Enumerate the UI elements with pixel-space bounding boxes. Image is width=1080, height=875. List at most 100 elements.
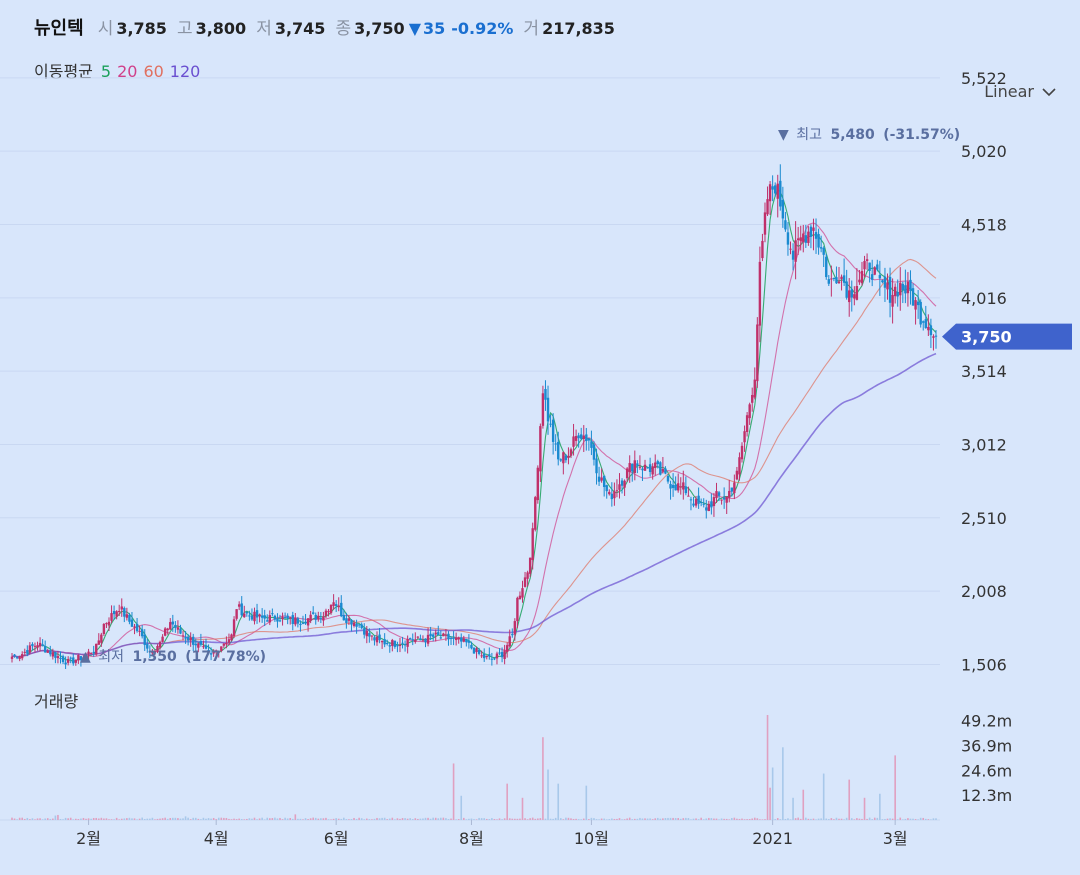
x-tick-label: 8월 — [459, 829, 484, 848]
low-annotation: ▲ 최저 1,350 (177.78%) — [80, 649, 266, 665]
volume-bar — [11, 817, 13, 820]
candle-body — [33, 645, 37, 647]
candle-body — [74, 659, 78, 663]
volume-bar — [325, 817, 327, 820]
volume-bar — [664, 818, 667, 820]
candle-body — [26, 650, 29, 654]
volume-bar — [34, 819, 36, 820]
volume-bar — [577, 819, 580, 820]
high-annotation-pct: (-31.57%) — [883, 127, 960, 143]
volume-bar — [782, 747, 784, 820]
volume-bar — [57, 814, 59, 820]
volume-bar — [330, 819, 332, 820]
volume-bar — [833, 819, 835, 820]
volume-bar — [631, 819, 634, 820]
quote-summary: 뉴인텍 시 3,785 고 3,800 저 3,745 종 3,750 ▼ 35… — [34, 14, 625, 42]
volume-bar — [391, 817, 394, 820]
candle-body — [582, 435, 585, 440]
volume-bar — [182, 818, 184, 820]
candle-body — [773, 185, 777, 194]
candle-body — [368, 633, 371, 637]
volume-bar — [348, 819, 350, 820]
volume-bar — [164, 817, 166, 820]
candle-body — [250, 615, 254, 620]
candle-body — [207, 650, 210, 652]
candle-body — [766, 199, 769, 215]
volume-bar — [725, 818, 728, 820]
volume-bar — [258, 818, 261, 820]
volume-bar — [445, 818, 447, 820]
volume-bar — [161, 818, 164, 820]
moving-average-legend[interactable]: 이동평균 5 20 60 120 — [34, 58, 206, 82]
candle-body — [707, 503, 711, 511]
scale-selector[interactable]: Linear — [984, 82, 1056, 101]
volume-bar — [771, 767, 774, 820]
candle-body — [472, 647, 476, 654]
candle-body — [832, 277, 836, 279]
volume-bar — [452, 763, 455, 820]
volume-bar — [679, 818, 682, 820]
volume-bar — [172, 817, 174, 820]
volume-bar — [812, 818, 815, 820]
candle-body — [283, 617, 287, 619]
candle-body — [197, 643, 200, 648]
price-tick-label: 5,020 — [961, 142, 1007, 161]
volume-bar — [409, 818, 411, 820]
ma-5-line — [11, 189, 937, 662]
candle-body — [79, 656, 83, 660]
candle-body — [853, 294, 856, 299]
change-percent: -0.92% — [451, 19, 514, 38]
candle-body — [725, 496, 728, 503]
volume-bar — [414, 818, 417, 820]
volume-bar — [628, 817, 631, 820]
candle-body — [684, 486, 688, 494]
candle-body — [176, 627, 180, 630]
volume-bar — [353, 817, 355, 820]
candle-body — [791, 250, 795, 260]
volume-bar — [212, 817, 215, 820]
volume-bar — [80, 818, 82, 820]
candle-body — [870, 274, 874, 280]
candle-body — [498, 652, 501, 654]
candle-body — [932, 336, 935, 338]
candle-body — [388, 645, 391, 647]
volume-bar — [876, 817, 879, 820]
volume-bar — [383, 817, 386, 820]
volume-bar — [554, 817, 557, 820]
volume-bar — [626, 818, 628, 820]
candle-body — [623, 480, 626, 488]
volume-axis: 49.2m 36.9m 24.6m 12.3m — [961, 712, 1012, 806]
volume-bar — [21, 817, 24, 820]
moving-average-title: 이동평균 — [34, 62, 93, 81]
volume-bar — [519, 818, 521, 820]
volume-bar — [358, 817, 360, 820]
candle-body — [202, 646, 205, 648]
volume-bar — [753, 817, 756, 820]
candle-body — [837, 281, 841, 283]
candle-body — [268, 615, 272, 623]
candle-body — [347, 618, 351, 621]
volume-bar — [143, 818, 146, 820]
candle-body — [370, 635, 374, 637]
candle-body — [181, 635, 185, 637]
volume-bar — [131, 818, 133, 820]
ma-20-line — [11, 222, 937, 658]
volume-bar — [437, 818, 440, 820]
volume-bar — [302, 819, 304, 820]
volume-bar — [858, 818, 861, 820]
volume-bar — [501, 819, 503, 820]
volume-tick-label: 36.9m — [961, 736, 1012, 755]
volume-bar — [924, 818, 927, 820]
volume-bar — [39, 818, 41, 820]
volume-bar — [723, 818, 725, 820]
high-value: 3,800 — [195, 19, 247, 38]
volume-bar — [457, 819, 460, 820]
candle-body — [72, 657, 75, 664]
candle-body — [664, 468, 667, 474]
volume-bar — [547, 769, 549, 820]
volume-bar — [31, 818, 34, 820]
volume-bar — [97, 818, 100, 820]
candle-body — [518, 595, 522, 600]
volume-bar — [297, 818, 299, 820]
